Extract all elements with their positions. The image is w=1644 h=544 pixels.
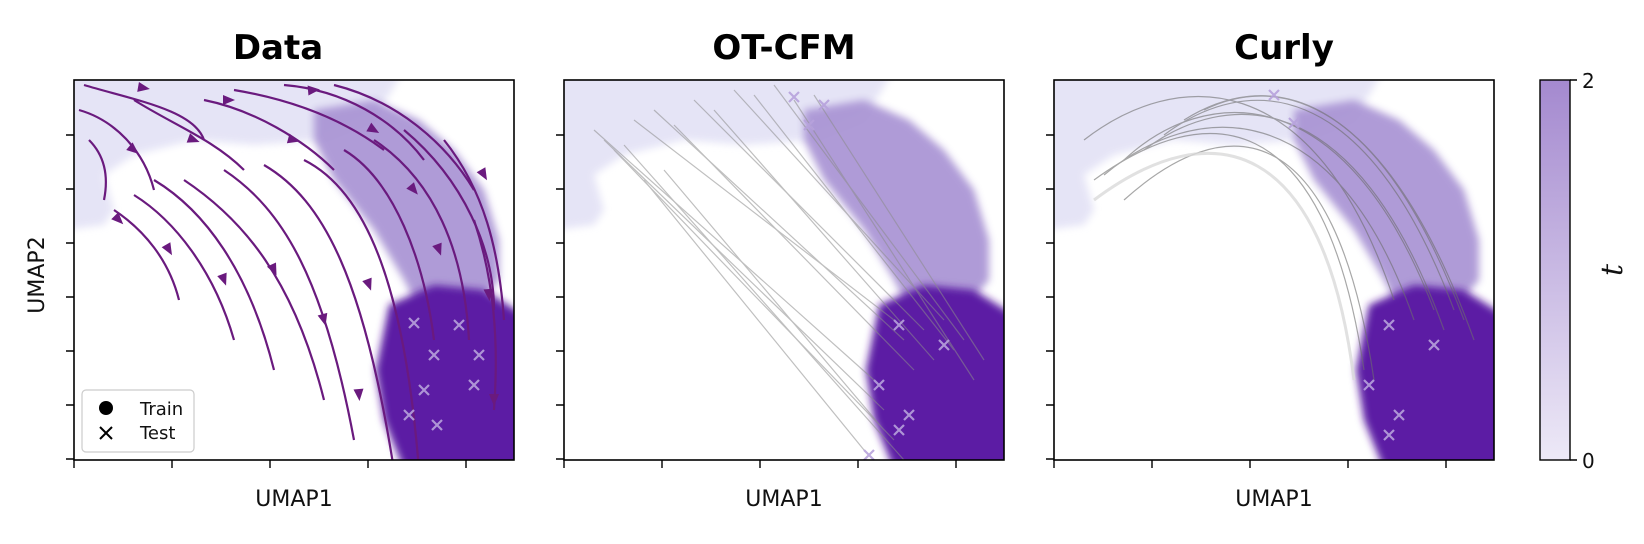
axis-ticks [556,134,957,468]
legend-train-label: Train [139,399,183,420]
panel-otcfm-title: OT-CFM [712,28,855,68]
test-markers [403,317,485,431]
axis-ticks [66,134,467,468]
panel-otcfm [556,79,1005,468]
trajectories [1083,95,1475,381]
panel-curly-title: Curly [1234,28,1334,68]
panel-data-xlabel: UMAP1 [255,487,332,512]
panel-data: Train Test [66,79,515,468]
cells-t2 [1356,285,1494,460]
cells-t1 [804,100,989,320]
trajectory-envelope [1093,151,1356,381]
colorbar-gradient [1539,79,1571,461]
axes-frame [73,79,515,461]
axes-frame [563,79,1005,461]
panel-otcfm-cells [564,80,1004,460]
legend-train-marker [99,401,113,415]
colorbar-ticks [1570,79,1577,461]
cells-t1 [314,100,499,320]
colorbar-label: t [1595,263,1630,276]
axis-ticks [1046,134,1447,468]
panel-otcfm-xlabel: UMAP1 [745,487,822,512]
panel-data-title: Data [233,28,323,68]
stream-arrows [111,82,499,406]
colorbar: 2 0 t [1539,69,1630,473]
cells-t2 [866,285,1004,460]
panel-curly [1046,79,1495,468]
legend-test-label: Test [139,423,175,444]
cells-t2 [376,285,514,460]
panel-curly-cells [1054,80,1494,460]
panel-data-ylabel: UMAP2 [25,236,50,313]
test-markers [788,91,950,461]
test-markers [1268,89,1440,441]
axes-frame [1053,79,1495,461]
legend-test-marker [99,426,113,440]
colorbar-min-label: 0 [1582,449,1595,473]
panel-curly-xlabel: UMAP1 [1235,487,1312,512]
colorbar-max-label: 2 [1582,69,1595,93]
streamlines [78,83,506,460]
legend: Train Test [81,389,195,453]
